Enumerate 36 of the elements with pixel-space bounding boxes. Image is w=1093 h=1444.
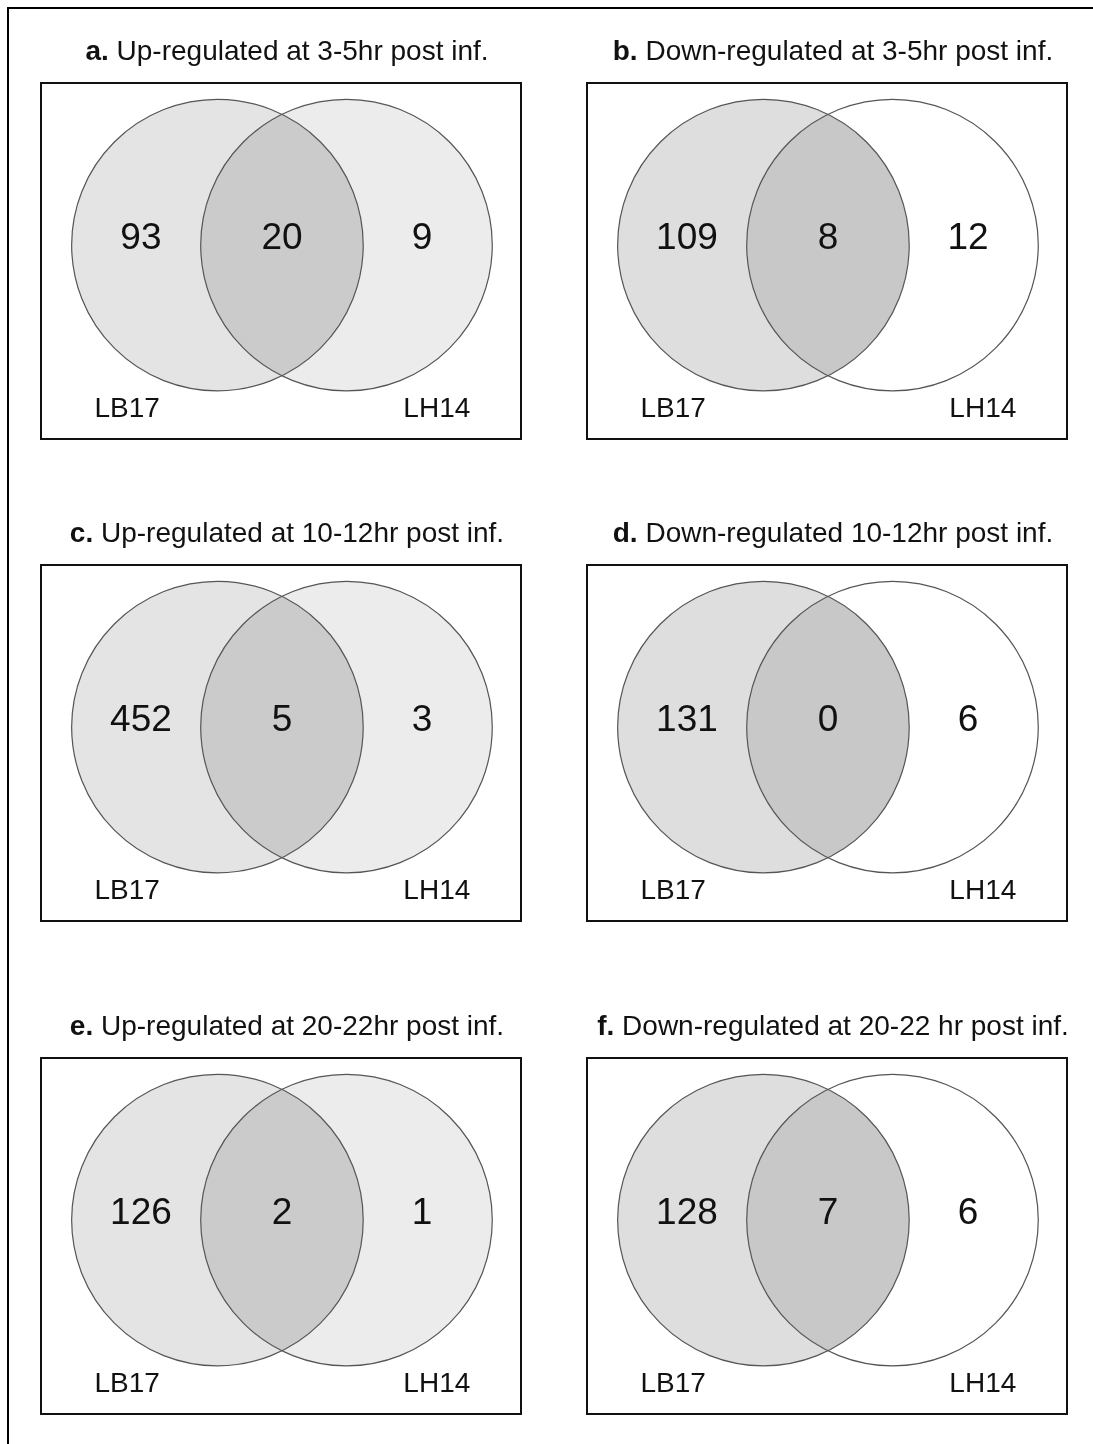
text: a. Up-regulated at 3-5hr post inf. (84, 34, 490, 68)
text: LH14 (949, 391, 1017, 423)
text: LH14 (949, 873, 1017, 905)
data-label: 6 (957, 697, 979, 739)
data-label: 3 (411, 697, 433, 739)
data-label: 5 (271, 697, 293, 739)
text: b. Down-regulated at 3-5hr post inf. (611, 34, 1055, 68)
text: LH14 (403, 391, 471, 423)
text: LB17 (94, 391, 160, 423)
text: LB17 (94, 873, 160, 905)
text: LB17 (640, 1366, 706, 1398)
data-label: 8 (817, 215, 839, 257)
data-label: 126 (110, 1190, 172, 1232)
text: f. Down-regulated at 20-22 hr post inf. (596, 1009, 1070, 1043)
data-label: 6 (957, 1190, 979, 1232)
data-label: 1 (411, 1190, 433, 1232)
text: e. Up-regulated at 20-22hr post inf. (68, 1009, 506, 1043)
data-label: 9 (411, 215, 433, 257)
data-label: 93 (120, 215, 162, 257)
text: d. Down-regulated 10-12hr post inf. (611, 516, 1055, 550)
text: LB17 (640, 391, 706, 423)
data-label: 128 (656, 1190, 718, 1232)
text: LB17 (94, 1366, 160, 1398)
text: c. Up-regulated at 10-12hr post inf. (68, 516, 506, 550)
text: LH14 (403, 1366, 471, 1398)
data-label: 109 (656, 215, 718, 257)
data-label: 7 (817, 1190, 839, 1232)
data-label: 12 (947, 215, 989, 257)
data-label: 2 (271, 1190, 293, 1232)
text: LH14 (403, 873, 471, 905)
data-label: 20 (261, 215, 303, 257)
data-label: 0 (817, 697, 839, 739)
data-label: 452 (110, 697, 172, 739)
text: LH14 (949, 1366, 1017, 1398)
text: LB17 (640, 873, 706, 905)
data-label: 131 (656, 697, 718, 739)
